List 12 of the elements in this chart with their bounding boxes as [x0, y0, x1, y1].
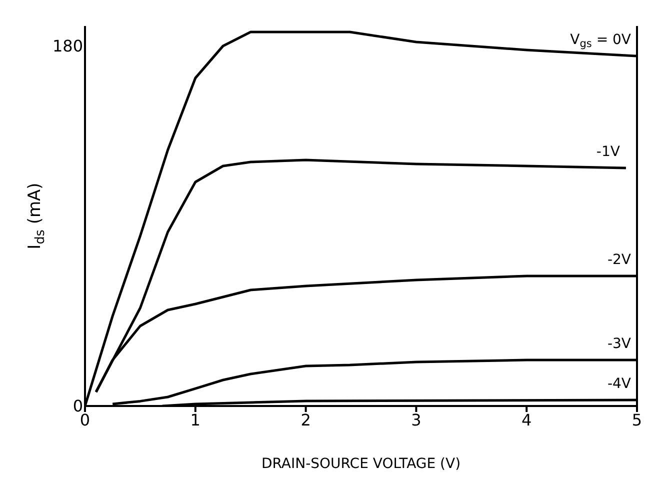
series-label: -2V — [607, 252, 632, 268]
x-tick-label: 2 — [300, 410, 311, 430]
y-tick-label: 180 — [52, 36, 83, 56]
series-label: V$_{gs}$ = 0V — [570, 32, 632, 50]
series-label: -1V — [596, 144, 620, 160]
x-tick-label: 1 — [190, 410, 200, 430]
x-tick-label: 4 — [522, 410, 532, 430]
x-tick-label: 5 — [632, 410, 642, 430]
x-axis-title: DRAIN-SOURCE VOLTAGE (V) — [261, 456, 461, 472]
series-label: -4V — [607, 376, 632, 392]
series-label: -3V — [607, 336, 632, 352]
x-tick-label: 3 — [411, 410, 422, 430]
